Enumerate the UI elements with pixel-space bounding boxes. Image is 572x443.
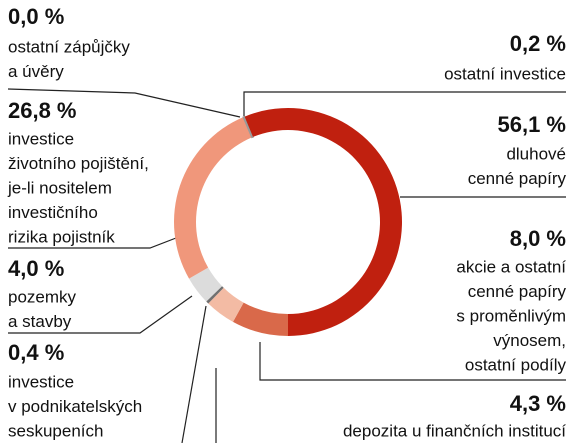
donut-slice — [174, 117, 252, 279]
value-label: 4,0 % — [8, 256, 64, 281]
category-label: v podnikatelských — [8, 397, 142, 416]
category-label: depozita u finančních institucí — [343, 421, 566, 440]
category-label: životního pojištění, — [8, 154, 149, 173]
category-label: investice — [8, 372, 74, 391]
category-label: ostatní podíly — [465, 355, 567, 374]
leader-line — [243, 91, 566, 116]
value-label: 4,3 % — [510, 391, 566, 416]
category-label: investice — [8, 129, 74, 148]
value-label: 0,0 % — [8, 4, 64, 29]
leader-line — [7, 88, 241, 118]
donut-slice — [189, 267, 223, 302]
leader-line — [181, 305, 207, 443]
category-label: výnosem, — [493, 331, 566, 350]
value-label: 26,8 % — [8, 98, 77, 123]
category-label: pozemky — [8, 287, 77, 306]
category-label: s proměnlivým — [456, 306, 566, 325]
value-label: 56,1 % — [498, 112, 567, 137]
leader-line — [259, 342, 566, 381]
category-label: ostatní investice — [444, 64, 566, 83]
category-label: cenné papíry — [468, 169, 567, 188]
donut-slice — [232, 302, 288, 336]
value-label: 8,0 % — [510, 226, 566, 251]
category-label: investičního — [8, 203, 98, 222]
leader-line — [8, 295, 193, 334]
leader-line — [8, 237, 177, 249]
value-label: 0,2 % — [510, 31, 566, 56]
donut-slice — [244, 107, 403, 336]
category-label: je-li nositelem — [7, 178, 112, 197]
category-label: cenné papíry — [468, 282, 567, 301]
category-label: rizika pojistník — [8, 227, 115, 246]
category-label: a stavby — [8, 312, 72, 331]
donut-slice — [206, 286, 224, 304]
category-label: ostatní zápůjčky — [8, 37, 130, 56]
value-label: 0,4 % — [8, 340, 64, 365]
category-label: dluhové — [506, 144, 566, 163]
category-label: a úvěry — [8, 62, 64, 81]
donut-slice — [208, 287, 244, 322]
category-label: seskupeních — [8, 421, 103, 440]
category-label: akcie a ostatní — [456, 257, 566, 276]
